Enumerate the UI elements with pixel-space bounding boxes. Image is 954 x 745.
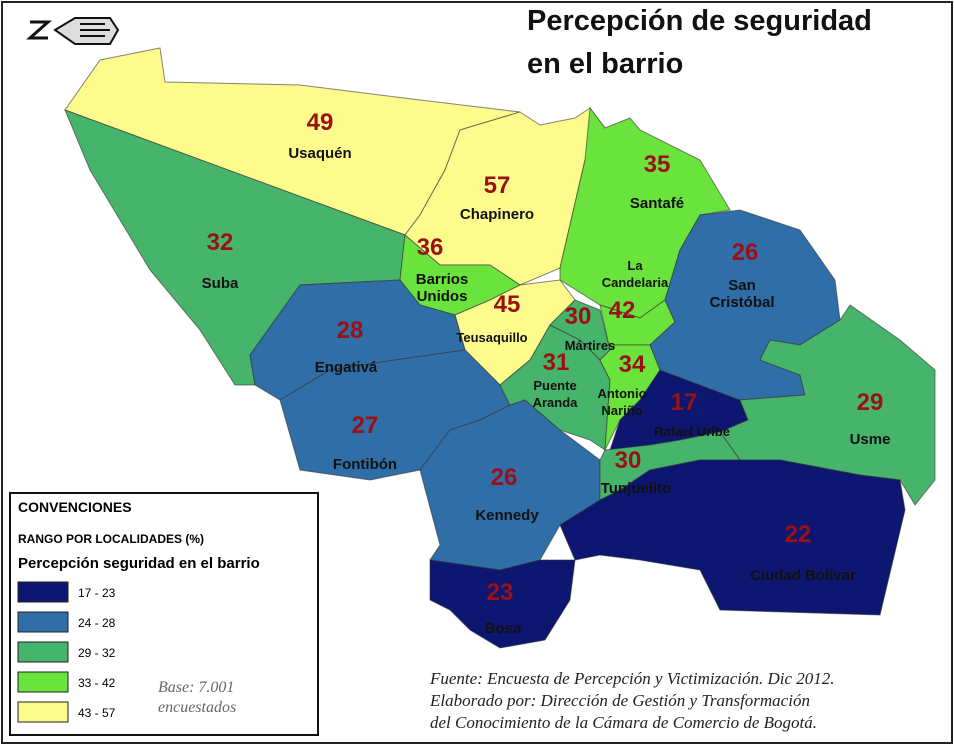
source: Elaborado por: Dirección de Gestión y Tr… <box>429 691 810 710</box>
region-name: Ciudad Bolívar <box>750 567 856 584</box>
legend-subheading: RANGO POR LOCALIDADES (%) <box>18 532 204 546</box>
legend-label: 24 - 28 <box>78 616 116 630</box>
legend-swatch <box>17 701 69 723</box>
region-value: 23 <box>487 579 514 606</box>
region-value: 17 <box>671 389 698 416</box>
legend: CONVENCIONES RANGO POR LOCALIDADES (%) P… <box>9 492 319 736</box>
region-value: 28 <box>337 317 364 344</box>
legend-items: 17 - 23 24 - 28 29 - 32 33 - 42 43 - 57 <box>17 581 116 723</box>
region-name: Suba <box>202 275 239 292</box>
legend-label: 29 - 32 <box>78 646 116 660</box>
region-name: Rafael Uribe <box>654 424 730 439</box>
region-value: 57 <box>484 172 511 199</box>
region-value: 31 <box>543 349 570 376</box>
legend-label: 43 - 57 <box>78 706 116 720</box>
region-name: San <box>728 277 756 294</box>
region-value: 35 <box>644 151 671 178</box>
region-value: 30 <box>615 447 642 474</box>
legend-heading: CONVENCIONES <box>18 499 132 515</box>
legend-swatch <box>17 611 69 633</box>
region-value: 27 <box>352 412 379 439</box>
legend-swatch <box>17 641 69 663</box>
region-name: Usaquén <box>288 145 351 162</box>
region-name: Cristóbal <box>709 294 774 311</box>
region <box>429 559 576 649</box>
legend-label: 33 - 42 <box>78 676 116 690</box>
region-name: Fontibón <box>333 456 397 473</box>
base-note: Base: 7.001 <box>158 679 234 696</box>
region-value: 26 <box>491 464 518 491</box>
legend-swatch <box>17 671 69 693</box>
source: del Conocimiento de la Cámara de Comerci… <box>430 713 817 732</box>
region-name: Usme <box>850 431 891 448</box>
region <box>559 459 906 616</box>
region-value: 22 <box>785 521 812 548</box>
region-name: Aranda <box>533 395 579 410</box>
region-value: 34 <box>619 351 646 378</box>
legend-swatch <box>17 581 69 603</box>
region-name: Chapinero <box>460 206 534 223</box>
region-name: Bosa <box>485 620 522 637</box>
region-value: 29 <box>857 389 884 416</box>
region-name: Nariño <box>601 403 642 418</box>
title-line: Percepción de seguridad <box>527 5 872 37</box>
region-name: Puente <box>533 378 576 393</box>
region-name: Engativá <box>315 359 378 376</box>
region-value: 30 <box>565 303 592 330</box>
region-name: Barrios <box>416 271 469 288</box>
region-name: Mártires <box>565 338 616 353</box>
region-name: Tunjuelito <box>601 480 672 497</box>
region-value: 42 <box>609 297 636 324</box>
region-name: Unidos <box>417 288 468 305</box>
region-name: Candelaria <box>602 275 669 290</box>
region-value: 32 <box>207 229 234 256</box>
region-value: 36 <box>417 234 444 261</box>
region-value: 45 <box>494 291 521 318</box>
north-arrow <box>26 17 120 45</box>
region-value: 26 <box>732 239 759 266</box>
region-name: La <box>627 258 643 273</box>
title-line: en el barrio <box>527 48 683 80</box>
region-name: Teusaquillo <box>456 330 527 345</box>
regions <box>64 47 936 649</box>
legend-title: Percepción seguridad en el barrio <box>18 555 260 572</box>
region-name: Kennedy <box>475 507 539 524</box>
legend-label: 17 - 23 <box>78 586 116 600</box>
region-name: Santafé <box>630 195 684 212</box>
region-value: 49 <box>307 109 334 136</box>
base-note: encuestados <box>158 699 236 716</box>
labels: 49 Usaquén 57 Chapinero 32 Suba 35 Santafé 36 Bar… <box>202 109 891 637</box>
source: Fuente: Encuesta de Percepción y Victimi… <box>429 669 835 688</box>
region-name: Antonio <box>597 386 646 401</box>
